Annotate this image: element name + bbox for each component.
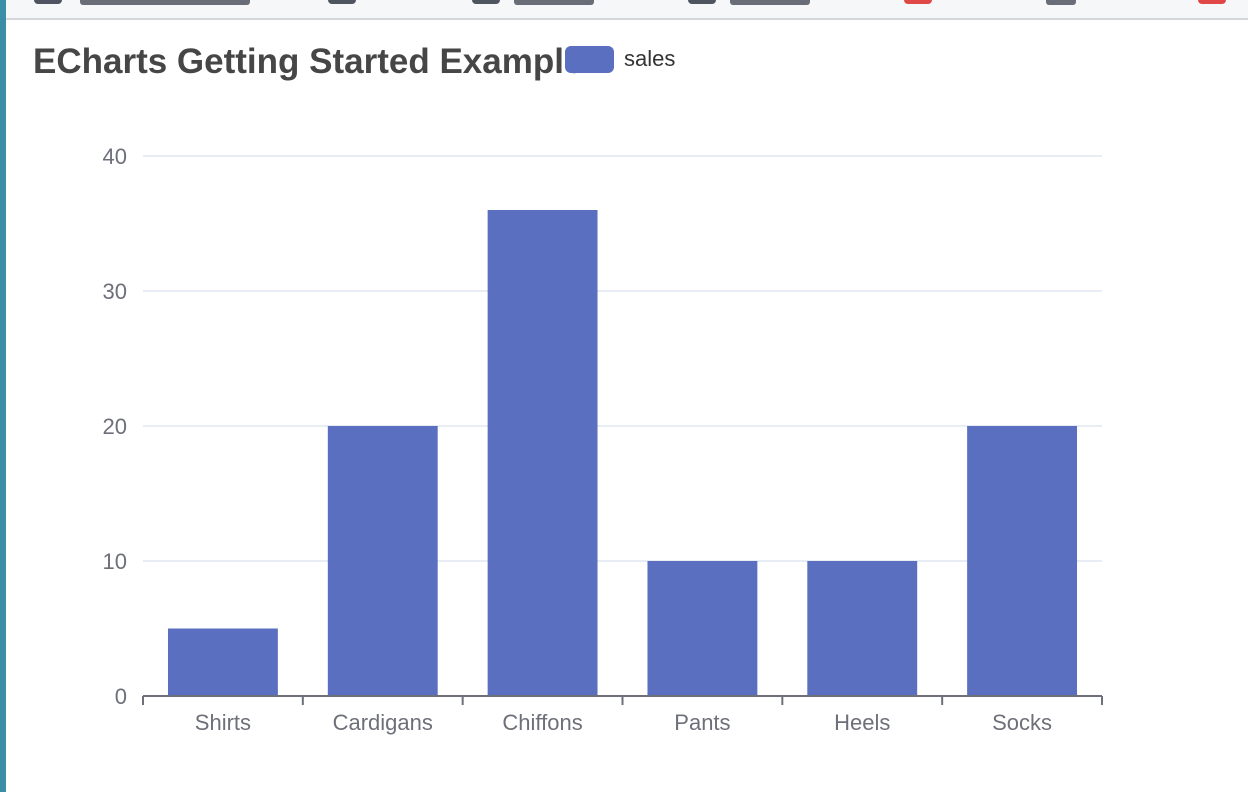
legend-label[interactable]: sales xyxy=(624,46,675,71)
x-tick-label: Socks xyxy=(992,710,1052,735)
bookmark-icon[interactable] xyxy=(904,0,932,4)
bar[interactable] xyxy=(647,561,758,696)
bars xyxy=(167,210,1078,697)
bookmark-icon[interactable] xyxy=(1198,0,1226,4)
window-edge xyxy=(0,0,6,792)
bar[interactable] xyxy=(167,628,278,697)
bookmark-label[interactable] xyxy=(1046,0,1076,5)
bookmark-label[interactable] xyxy=(730,0,810,5)
y-tick-label: 10 xyxy=(103,549,127,574)
legend[interactable]: sales xyxy=(565,46,675,73)
x-tick-label: Chiffons xyxy=(502,710,582,735)
legend-swatch[interactable] xyxy=(565,46,614,73)
x-tick-label: Cardigans xyxy=(333,710,433,735)
x-tick-label: Shirts xyxy=(195,710,251,735)
bookmark-label[interactable] xyxy=(514,0,594,5)
bookmark-icon[interactable] xyxy=(472,0,500,4)
x-tick-label: Pants xyxy=(674,710,730,735)
x-axis-labels: Shirts Cardigans Chiffons Pants Heels Socks xyxy=(195,710,1052,735)
bookmark-icon[interactable] xyxy=(34,0,62,4)
y-tick-label: 20 xyxy=(103,414,127,439)
y-axis-labels: 0 10 20 30 40 xyxy=(103,144,127,709)
x-axis xyxy=(142,695,1103,705)
browser-bookmarks-strip xyxy=(6,0,1248,20)
bar[interactable] xyxy=(967,426,1078,696)
bar[interactable] xyxy=(807,561,918,696)
grid-lines xyxy=(143,155,1102,562)
bar[interactable] xyxy=(327,426,438,696)
chart-title: ECharts Getting Started Example xyxy=(33,42,583,81)
y-tick-label: 40 xyxy=(103,144,127,169)
y-tick-label: 0 xyxy=(115,684,127,709)
bookmark-icon[interactable] xyxy=(328,0,356,4)
bar[interactable] xyxy=(487,210,598,696)
x-tick-label: Heels xyxy=(834,710,890,735)
bookmark-icon[interactable] xyxy=(688,0,716,4)
y-tick-label: 30 xyxy=(103,279,127,304)
bookmark-label[interactable] xyxy=(80,0,250,5)
